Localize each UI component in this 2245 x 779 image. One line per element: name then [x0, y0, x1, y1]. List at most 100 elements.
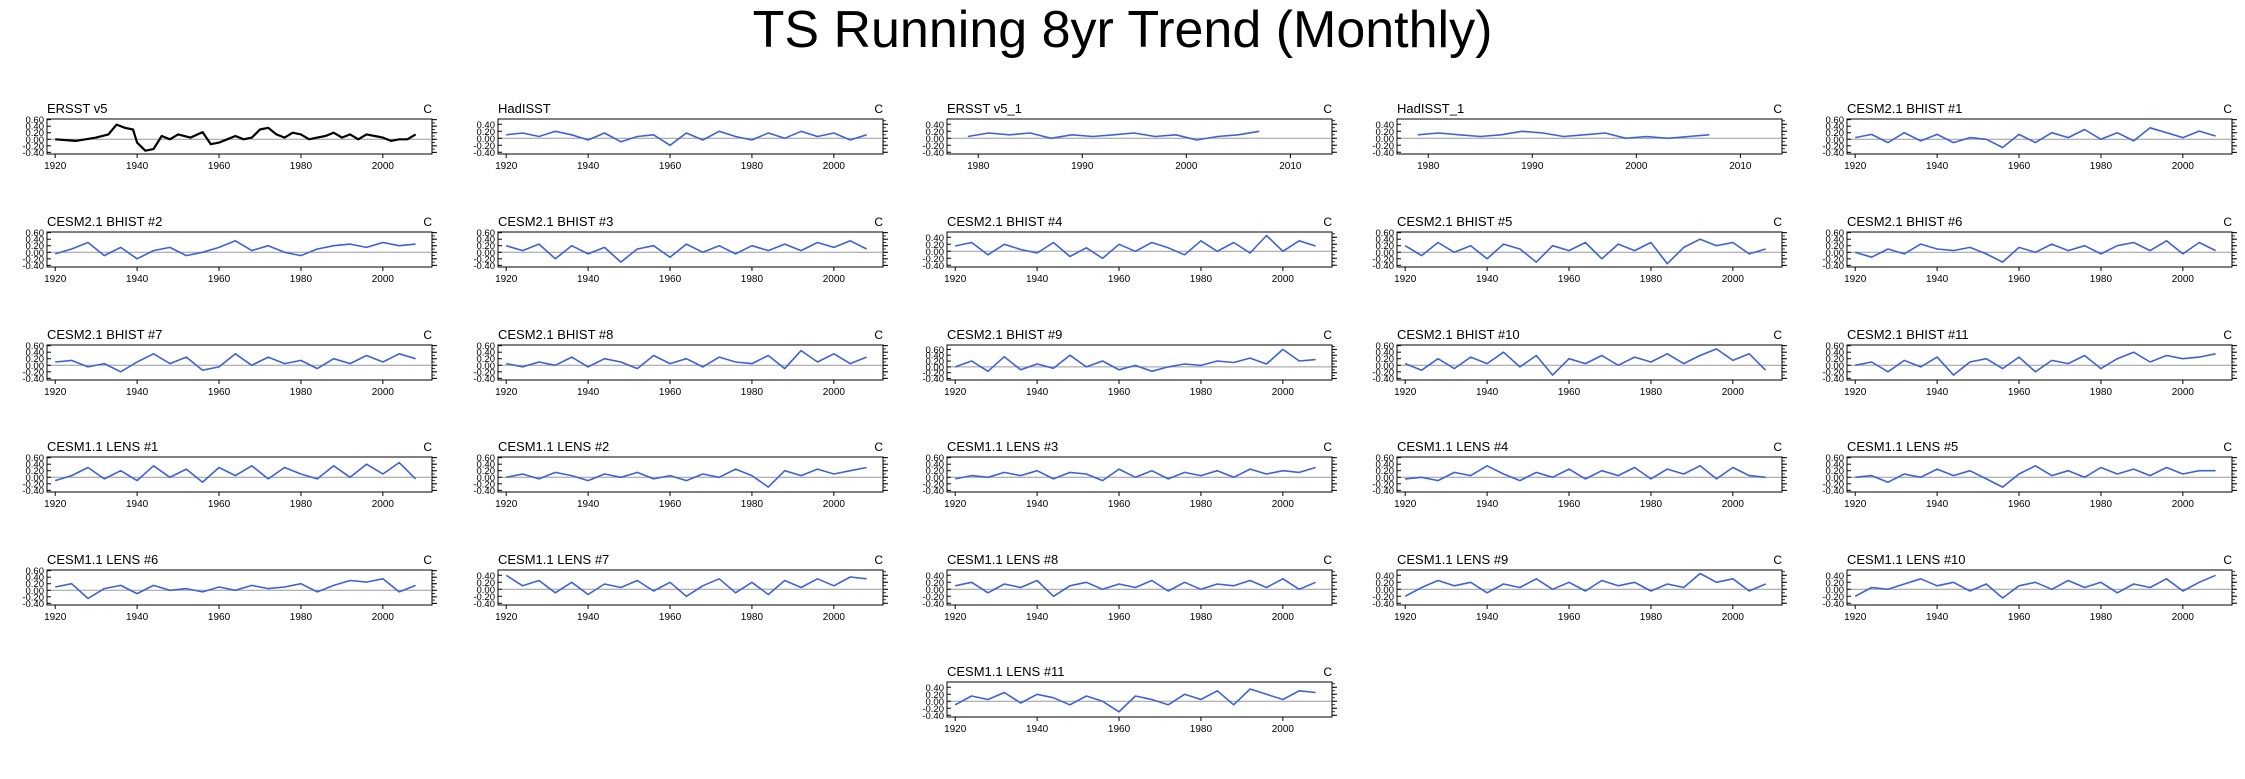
panel-title: CESM2.1 BHIST #4 — [947, 214, 1062, 229]
plot-frame — [946, 118, 1333, 155]
x-tick-label: 1980 — [290, 612, 313, 623]
y-tick-label: -0.40 — [922, 148, 944, 159]
x-tick-label: 1940 — [126, 612, 149, 623]
x-tick-label: 1940 — [577, 499, 600, 510]
x-tick-label: 1920 — [495, 499, 518, 510]
x-tick-label: 1980 — [1640, 387, 1663, 398]
x-tick-label: 1920 — [495, 387, 518, 398]
x-tick-label: 1920 — [495, 161, 518, 172]
y-tick-label: 0.00 — [1826, 135, 1845, 146]
plot-frame — [46, 569, 433, 606]
plot-frame — [497, 344, 884, 381]
y-tick-label: 0.00 — [26, 248, 45, 259]
chart-panel: CESM1.1 LENS #8 C0.400.200.00-0.20-0.4019… — [922, 552, 1337, 623]
y-tick-label: -0.40 — [1372, 148, 1394, 159]
y-tick-label: 0.40 — [477, 460, 496, 471]
series-line — [954, 348, 1316, 373]
panel-title: CESM1.1 LENS #5 — [1847, 439, 1958, 454]
plot-frame — [946, 456, 1333, 493]
y-tick-label: -0.40 — [1822, 148, 1844, 159]
x-tick-label: 2000 — [1722, 387, 1745, 398]
y-tick-label: 0.20 — [926, 240, 945, 251]
panel-title: CESM1.1 LENS #3 — [947, 439, 1058, 454]
series-line — [954, 688, 1316, 713]
y-tick-label: 0.00 — [926, 362, 945, 373]
y-tick-label: 0.20 — [1826, 354, 1845, 365]
x-tick-label: 1960 — [2008, 612, 2031, 623]
y-tick-label: 0.00 — [1826, 361, 1845, 372]
plot-frame — [1846, 118, 2233, 155]
x-tick-label: 2010 — [1729, 161, 1752, 172]
chart-panel: CESM1.1 LENS #1 C 0.600.400.200.00-0.20-0.… — [22, 439, 437, 510]
series-line — [1855, 351, 2216, 376]
x-tick-label: 2000 — [372, 161, 395, 172]
panel-title: CESM2.1 BHIST #5 — [1397, 214, 1512, 229]
y-tick-label: -0.20 — [922, 704, 944, 715]
panel-title: CESM1.1 LENS #10 — [1847, 552, 1966, 567]
x-tick-label: 1940 — [126, 499, 149, 510]
x-tick-label: 1920 — [44, 274, 67, 285]
y-tick-label: -0.20 — [922, 479, 944, 490]
chart-panel: HadISST_1 C 0.400.200.00-0.20-0.40 1980 1990… — [1372, 101, 1787, 172]
y-tick-label: -0.20 — [473, 367, 495, 378]
panel-units: C — [874, 440, 883, 454]
y-tick-label: 0.00 — [477, 585, 496, 596]
x-tick-label: 2010 — [1279, 161, 1302, 172]
y-tick-label: 0.40 — [926, 683, 945, 694]
y-tick-label: 0.00 — [1826, 585, 1845, 596]
series-line — [955, 234, 1316, 260]
x-tick-label: 2000 — [2172, 161, 2195, 172]
y-tick-label: 0.00 — [926, 134, 945, 145]
y-tick-label: 0.40 — [1826, 122, 1845, 133]
x-tick-label: 1990 — [1521, 161, 1544, 172]
y-tick-label: 0.60 — [1826, 341, 1845, 352]
x-tick-label: 1940 — [1476, 274, 1499, 285]
y-tick-label: -0.20 — [473, 254, 495, 265]
plot-frame — [946, 569, 1333, 606]
x-tick-label: 1960 — [2008, 161, 2031, 172]
x-tick-label: 1940 — [1476, 499, 1499, 510]
panel-units: C — [1773, 328, 1782, 342]
x-tick-label: 1940 — [1476, 612, 1499, 623]
x-tick-label: 1940 — [1476, 387, 1499, 398]
y-tick-label: 0.60 — [1376, 341, 1395, 352]
y-tick-label: 0.40 — [1376, 235, 1395, 246]
y-tick-label: -0.40 — [922, 711, 944, 722]
y-tick-label: 0.00 — [26, 473, 45, 484]
y-tick-label: -0.20 — [1372, 479, 1394, 490]
x-tick-label: 1980 — [1190, 499, 1213, 510]
y-tick-label: -0.40 — [922, 599, 944, 610]
panel-title: ERSST v5 — [47, 101, 107, 116]
x-tick-label: 1980 — [2090, 499, 2113, 510]
x-tick-label: 1960 — [1108, 724, 1131, 735]
y-tick-label: 0.00 — [1376, 473, 1395, 484]
plot-frame — [497, 569, 884, 606]
x-tick-label: 1980 — [741, 387, 764, 398]
panel-units: C — [1323, 553, 1332, 567]
chart-panel: CESM2.1 BHIST #6 C 0.600.400.200.00-0.20-0… — [1822, 214, 2237, 285]
x-tick-label: 1920 — [1394, 499, 1417, 510]
x-tick-label: 2000 — [372, 499, 395, 510]
panel-units: C — [1773, 440, 1782, 454]
x-tick-label: 1920 — [1394, 274, 1417, 285]
chart-panel: CESM2.1 BHIST #8 C 0.600.400.200.00-0.20-0… — [473, 327, 888, 398]
y-tick-label: -0.20 — [22, 254, 44, 265]
y-tick-label: -0.40 — [1372, 486, 1394, 497]
x-tick-label: 1940 — [1026, 612, 1049, 623]
x-tick-label: 1960 — [659, 499, 682, 510]
y-tick-label: 0.00 — [477, 473, 496, 484]
chart-panel: CESM1.1 LENS #3 C 0.600.400.200.00-0.20-0.… — [922, 439, 1337, 510]
x-tick-label: 2000 — [823, 274, 846, 285]
y-tick-label: -0.40 — [1372, 261, 1394, 272]
plot-frame — [946, 231, 1333, 268]
chart-panel: CESM2.1 BHIST #1 C 0.600.400.200.00-0.20-0… — [1822, 101, 2237, 172]
x-tick-label: 1920 — [495, 274, 518, 285]
y-tick-label: 0.20 — [1826, 578, 1845, 589]
figure-title: TS Running 8yr Trend (Monthly) — [752, 1, 1493, 59]
panel-units: C — [423, 215, 432, 229]
x-tick-label: 1980 — [2090, 274, 2113, 285]
series-line — [1854, 240, 2216, 263]
x-tick-label: 1980 — [1640, 274, 1663, 285]
panel-title: ERSST v5_1 — [947, 101, 1022, 116]
